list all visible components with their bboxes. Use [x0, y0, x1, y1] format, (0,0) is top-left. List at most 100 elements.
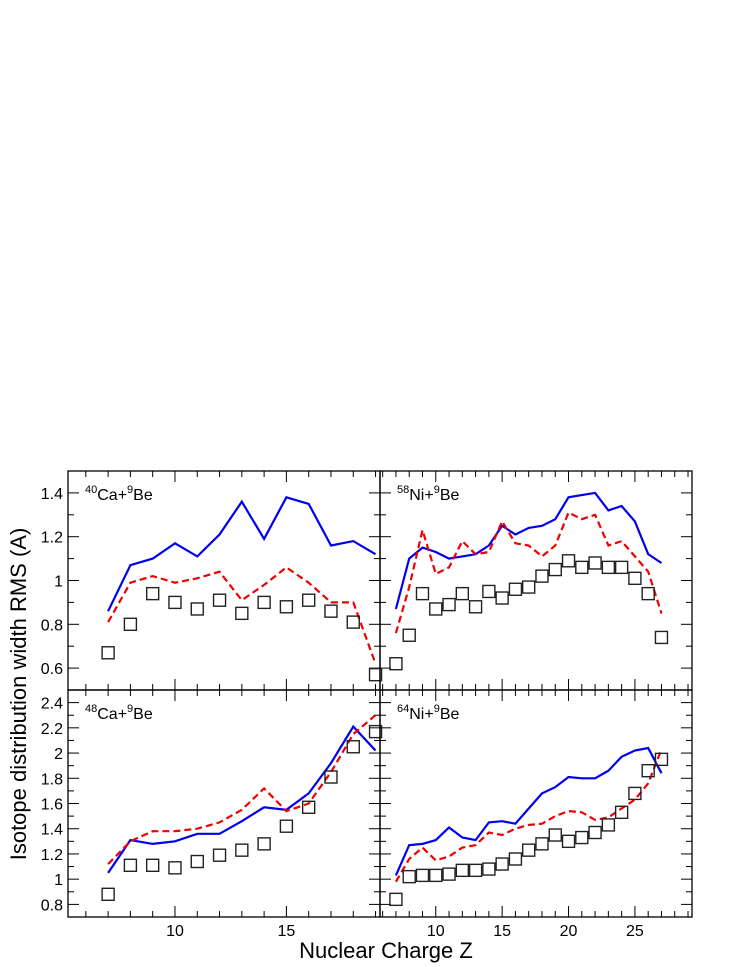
- data-point-marker: [535, 569, 549, 583]
- solid-series-line: [394, 746, 663, 876]
- data-point-marker: [495, 591, 509, 605]
- data-point-marker: [575, 560, 589, 575]
- data-point-marker: [482, 862, 496, 876]
- data-point-marker: [508, 852, 523, 866]
- data-point-marker: [123, 617, 138, 631]
- data-point-marker: [641, 586, 655, 601]
- data-point-marker: [101, 646, 115, 660]
- data-point-marker: [588, 556, 602, 570]
- panel-reaction-label: 48Ca+9Be: [85, 703, 153, 723]
- solid-series-line: [107, 495, 377, 612]
- data-point-marker: [535, 837, 549, 851]
- solid-series-line: [107, 724, 377, 874]
- y-tick-label: 2.4: [41, 696, 63, 713]
- panel-bottom-right: 10 15 20 25 64Ni+9Be: [379, 689, 693, 940]
- panel-bottom-left: 10 15 0.8 1 1.2 1.4 1.6 1.8 2 2.2 2.4 48Ca+9Be: [41, 689, 383, 940]
- data-point-marker: [145, 586, 160, 601]
- data-point-marker: [301, 593, 316, 607]
- data-point-marker: [548, 562, 562, 577]
- data-point-marker: [641, 764, 655, 778]
- data-point-marker: [429, 602, 443, 616]
- panel-frame: [67, 689, 381, 918]
- data-point-marker: [368, 724, 383, 739]
- data-point-marker: [168, 861, 182, 875]
- x-tick-label: 10: [166, 923, 184, 940]
- data-point-marker: [561, 834, 576, 849]
- x-tick-label: 15: [493, 923, 511, 940]
- data-point-marker: [190, 854, 204, 869]
- data-point-marker: [389, 657, 403, 671]
- data-point-marker: [548, 828, 562, 842]
- data-point-marker: [561, 554, 576, 568]
- y-tick-label: 1: [54, 872, 63, 889]
- y-tick-label: 1.4: [41, 822, 63, 839]
- data-point-marker: [257, 595, 271, 610]
- data-point-marker: [101, 887, 115, 901]
- y-tick-label: 1.2: [41, 530, 63, 547]
- data-point-marker: [324, 604, 338, 618]
- data-point-marker: [415, 868, 430, 883]
- data-point-marker: [455, 863, 470, 878]
- data-point-marker: [654, 752, 669, 767]
- data-point-marker: [521, 580, 536, 594]
- data-point-marker: [628, 571, 642, 586]
- x-tick-label: 10: [427, 923, 445, 940]
- data-point-marker: [482, 584, 496, 599]
- panel-reaction-label: 64Ni+9Be: [397, 703, 460, 723]
- data-point-marker: [508, 582, 523, 596]
- y-tick-label: 1.6: [41, 797, 63, 814]
- data-point-marker: [257, 837, 271, 851]
- y-tick-label: 0.8: [41, 897, 63, 914]
- panel-frame: [379, 689, 693, 918]
- data-point-marker: [614, 805, 629, 820]
- data-point-marker: [628, 786, 642, 801]
- x-tick-label: 25: [626, 923, 644, 940]
- dashed-series-line: [394, 511, 663, 634]
- y-tick-label: 1.2: [41, 847, 63, 864]
- data-point-marker: [402, 869, 416, 884]
- panel-top-right: 58Ni+9Be: [379, 470, 693, 691]
- data-point-marker: [279, 819, 294, 833]
- dashed-series-line: [107, 714, 377, 865]
- data-point-marker: [212, 593, 227, 607]
- data-point-marker: [346, 615, 360, 629]
- data-point-marker: [521, 843, 536, 857]
- data-point-marker: [212, 848, 227, 862]
- data-point-marker: [145, 858, 160, 872]
- data-point-marker: [324, 770, 338, 784]
- dashed-series-line: [394, 748, 663, 883]
- data-point-marker: [654, 630, 669, 645]
- data-point-marker: [123, 858, 138, 872]
- y-tick-label: 1.8: [41, 771, 63, 788]
- data-point-marker: [442, 597, 456, 612]
- y-tick-label: 1: [54, 574, 63, 591]
- data-point-marker: [495, 857, 509, 871]
- data-point-marker: [468, 600, 483, 614]
- data-point-marker: [235, 606, 249, 621]
- data-point-marker: [442, 867, 456, 881]
- x-axis-title: Nuclear Charge Z: [299, 938, 473, 963]
- data-point-marker: [601, 818, 616, 832]
- data-point-marker: [415, 586, 430, 601]
- data-point-marker: [279, 600, 294, 614]
- data-point-marker: [455, 586, 470, 601]
- data-point-marker: [190, 602, 204, 616]
- data-point-marker: [614, 560, 629, 575]
- data-point-marker: [389, 892, 403, 907]
- data-point-marker: [402, 628, 416, 642]
- x-tick-label: 15: [278, 923, 296, 940]
- dashed-series-line: [107, 566, 377, 665]
- x-tick-label: 20: [560, 923, 578, 940]
- data-point-marker: [168, 595, 182, 610]
- data-point-marker: [346, 740, 360, 754]
- y-tick-label: 0.8: [41, 617, 63, 634]
- y-tick-label: 2: [54, 746, 63, 763]
- y-tick-label: 2.2: [41, 721, 63, 738]
- data-point-marker: [429, 868, 443, 883]
- y-tick-label: 1.4: [41, 486, 63, 503]
- panels-container: 0.6 0.8 1 1.2 1.4 40Ca+9Be 58Ni+9Be 10 15 0.8 1 1.2…: [41, 470, 693, 940]
- y-axis-title: Isotope distribution width RMS (A): [6, 528, 31, 861]
- data-point-marker: [235, 843, 249, 857]
- panel-reaction-label: 58Ni+9Be: [397, 484, 460, 504]
